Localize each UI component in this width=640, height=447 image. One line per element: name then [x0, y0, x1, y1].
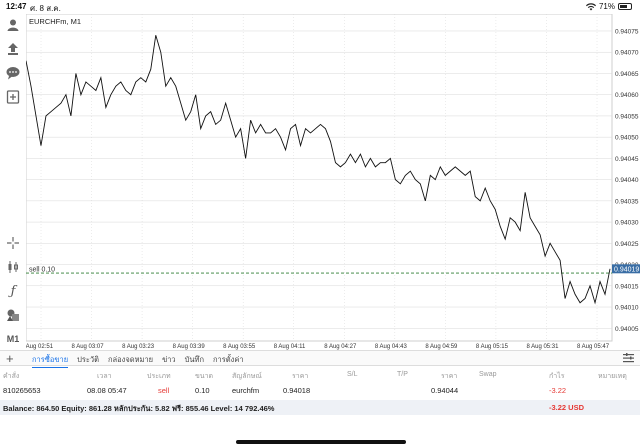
time-tick-label: 8 Aug 03:23	[122, 344, 155, 350]
header-profit: กำไร	[549, 373, 565, 380]
status-bar: 12:47 ศ. 8 ส.ค. 71%	[0, 0, 640, 14]
time-tick-label: 8 Aug 04:27	[324, 344, 357, 350]
time-tick-label: 8 Aug 03:07	[72, 344, 105, 350]
timeframe-button[interactable]: M1	[6, 334, 20, 344]
terminal-tabs: การซื้อขาย ประวัติ กล่องจดหมาย ข่าว บันท…	[32, 354, 244, 368]
tab-history[interactable]: ประวัติ	[77, 355, 100, 364]
table-row[interactable]: 810265653 08.08 05:47 sell 0.10 eurchfm …	[0, 383, 640, 399]
header-current-price: ราคา	[441, 373, 458, 380]
order-time: 08.08 05:47	[87, 386, 127, 395]
price-tick-label: 0.94035	[615, 198, 639, 205]
order-price: 0.94018	[283, 386, 311, 395]
menu-icon[interactable]	[623, 353, 634, 366]
time-tick-label: 8 Aug 04:43	[375, 344, 408, 350]
order-symbol: eurchfm	[232, 386, 260, 395]
price-tick-label: 0.94040	[615, 177, 639, 184]
add-icon[interactable]: +	[6, 351, 14, 366]
time-tick-label: 8 Aug 04:59	[425, 344, 458, 350]
tab-mailbox[interactable]: กล่องจดหมาย	[108, 355, 154, 364]
current-price-tag: 0.94019	[612, 264, 640, 273]
price-chart[interactable]: 0.94075 0.94070 0.94065 0.94060 0.94055 0.940…	[21, 13, 640, 350]
header-sl: S/L	[347, 371, 358, 378]
time-tick-label: 8 Aug 03:55	[223, 344, 256, 350]
price-tick-label: 0.94055	[615, 113, 639, 120]
order-line-label: sell 0.10	[29, 267, 55, 274]
balance-profit-total: -3.22 USD	[549, 403, 585, 412]
price-tick-label: 0.94075	[615, 28, 639, 35]
tab-settings[interactable]: การตั้งค่า	[213, 355, 244, 364]
header-volume: ขนาด	[195, 373, 214, 380]
order-volume: 0.10	[195, 386, 210, 395]
header-order: คำสั่ง	[3, 373, 20, 380]
header-swap: Swap	[479, 371, 497, 378]
current-price-tag-bg	[612, 264, 640, 274]
status-date: ศ. 8 ส.ค.	[30, 4, 61, 13]
tab-news[interactable]: ข่าว	[162, 355, 176, 364]
order-id: 810265653	[3, 386, 41, 395]
price-tick-label: 0.94060	[615, 92, 639, 99]
new-order-icon[interactable]	[4, 88, 22, 106]
time-tick-label: 8 Aug 05:15	[476, 344, 509, 350]
grid-lines	[26, 14, 612, 341]
price-tick-label: 0.94030	[615, 220, 639, 227]
bottom-toolbar: + การซื้อขาย ประวัติ กล่องจดหมาย ข่าว บั…	[0, 350, 640, 368]
battery-icon	[618, 3, 632, 10]
wifi-icon	[585, 2, 596, 10]
order-type: sell	[158, 386, 170, 395]
header-comment: หมายเหตุ	[598, 373, 627, 380]
plot-frame	[25, 13, 613, 342]
user-icon[interactable]	[4, 16, 22, 34]
price-tick-label: 0.94045	[615, 156, 639, 163]
chat-icon[interactable]	[4, 64, 22, 82]
left-toolbar: ƒ M1	[0, 14, 26, 362]
objects-icon[interactable]	[4, 306, 22, 324]
crosshair-icon[interactable]	[4, 234, 22, 252]
price-axis: 0.94075 0.94070 0.94065 0.94060 0.94055 0.940…	[615, 28, 639, 332]
time-tick-label: 8 Aug 05:31	[526, 344, 559, 350]
indicator-icon[interactable]: ƒ	[10, 283, 16, 299]
time-tick-label: 8 Aug 04:11	[274, 344, 306, 350]
price-series-line	[25, 35, 611, 305]
time-axis: 8 Aug 02:51 8 Aug 03:07 8 Aug 03:23 8 Aug 0…	[21, 344, 610, 350]
tab-trade[interactable]: การซื้อขาย	[32, 354, 69, 368]
price-tick-label: 0.94050	[615, 135, 639, 142]
header-symbol: สัญลักษณ์	[232, 373, 262, 380]
trade-icon[interactable]	[4, 40, 22, 58]
battery-percent: 71%	[598, 2, 615, 11]
order-current-price: 0.94044	[431, 386, 459, 395]
tab-journal[interactable]: บันทึก	[184, 355, 205, 364]
chart-symbol-label: EURCHFm, M1	[29, 17, 81, 26]
status-right: 71%	[585, 2, 632, 11]
time-tick-label: 8 Aug 03:39	[173, 344, 206, 350]
header-price: ราคา	[292, 373, 309, 380]
header-tp: T/P	[397, 371, 408, 378]
price-tick-label: 0.94010	[615, 305, 639, 312]
price-tick-label: 0.94065	[615, 71, 639, 78]
balance-text: Balance: 864.50 Equity: 861.28 หลักประกั…	[3, 404, 275, 413]
header-type: ประเภท	[147, 373, 171, 380]
order-profit: -3.22	[549, 386, 567, 395]
home-indicator	[236, 440, 406, 444]
time-tick-label: 8 Aug 02:51	[26, 344, 54, 350]
candles-icon[interactable]	[4, 258, 22, 276]
time-tick-label: 8 Aug 05:47	[577, 344, 610, 350]
header-time: เวลา	[97, 373, 112, 380]
battery-fill	[620, 5, 628, 8]
status-time: 12:47	[6, 2, 27, 11]
orders-table-header: คำสั่ง เวลา ประเภท ขนาด สัญลักษณ์ ราคา S…	[0, 368, 640, 382]
price-tick-label: 0.94015	[615, 283, 639, 290]
price-tick-label: 0.94005	[615, 326, 639, 333]
current-price-tag-text: 0.94019	[614, 266, 639, 273]
price-tick-label: 0.94025	[615, 241, 639, 248]
balance-summary: Balance: 864.50 Equity: 861.28 หลักประกั…	[0, 400, 640, 415]
chart-svg[interactable]: 0.94075 0.94070 0.94065 0.94060 0.94055 0.940…	[21, 13, 640, 350]
price-tick-label: 0.94070	[615, 50, 639, 57]
